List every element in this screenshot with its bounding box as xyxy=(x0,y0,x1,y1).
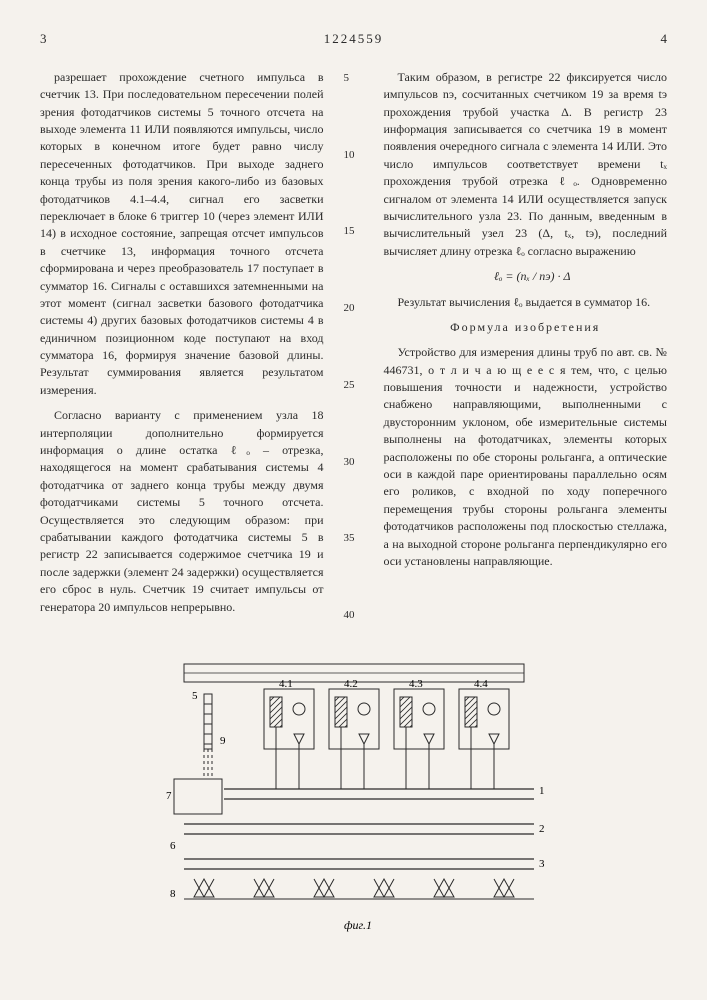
label-4-2: 4.2 xyxy=(344,678,358,690)
label-3: 3 xyxy=(539,858,545,870)
label-7: 7 xyxy=(166,790,172,802)
line-number: 40 xyxy=(344,608,364,624)
right-para-2: Результат вычисления ℓₒ выдается в сумма… xyxy=(384,294,668,311)
line-number: 5 xyxy=(344,71,364,87)
line-number: 30 xyxy=(344,455,364,471)
label-2: 2 xyxy=(539,823,545,835)
figure-caption: фиг.1 xyxy=(344,918,372,932)
label-1: 1 xyxy=(539,785,545,797)
right-para-1: Таким образом, в регистре 22 фиксируется… xyxy=(384,69,668,260)
label-8: 8 xyxy=(170,888,176,900)
text-columns: разрешает прохождение счетного импульса … xyxy=(40,69,667,624)
right-column: Таким образом, в регистре 22 фиксируется… xyxy=(384,69,668,624)
page-number-left: 3 xyxy=(40,30,47,49)
label-9: 9 xyxy=(220,735,226,747)
label-5: 5 xyxy=(192,690,198,702)
supports-row xyxy=(184,879,534,899)
figure-1: 5 9 4.1 4.2 xyxy=(40,649,667,944)
line-number: 25 xyxy=(344,378,364,394)
left-column: разрешает прохождение счетного импульса … xyxy=(40,69,324,624)
line-number: 35 xyxy=(344,531,364,547)
label-4-3: 4.3 xyxy=(409,678,423,690)
claims-text: Устройство для измерения длины труб по а… xyxy=(384,344,668,570)
formula: ℓₒ = (nₓ / nэ) · Δ xyxy=(384,268,668,285)
base-detectors: 4.1 4.2 4.3 xyxy=(264,678,509,789)
left-para-2: Согласно варианту с применением узла 18 … xyxy=(40,407,324,616)
schematic-diagram: 5 9 4.1 4.2 xyxy=(144,649,564,939)
label-4-1: 4.1 xyxy=(279,678,293,690)
left-para-1: разрешает прохождение счетного импульса … xyxy=(40,69,324,399)
line-number: 15 xyxy=(344,224,364,240)
patent-number: 1224559 xyxy=(324,30,384,49)
line-number-gutter: 5 10 15 20 25 30 35 40 xyxy=(344,69,364,624)
page-number-right: 4 xyxy=(661,30,668,49)
label-4-4: 4.4 xyxy=(474,678,488,690)
detector-column xyxy=(204,694,212,779)
bus-lines xyxy=(184,789,534,869)
line-number: 10 xyxy=(344,148,364,164)
claims-title: Формула изобретения xyxy=(384,319,668,336)
block-7 xyxy=(174,779,222,814)
label-6: 6 xyxy=(170,840,176,852)
line-number: 20 xyxy=(344,301,364,317)
